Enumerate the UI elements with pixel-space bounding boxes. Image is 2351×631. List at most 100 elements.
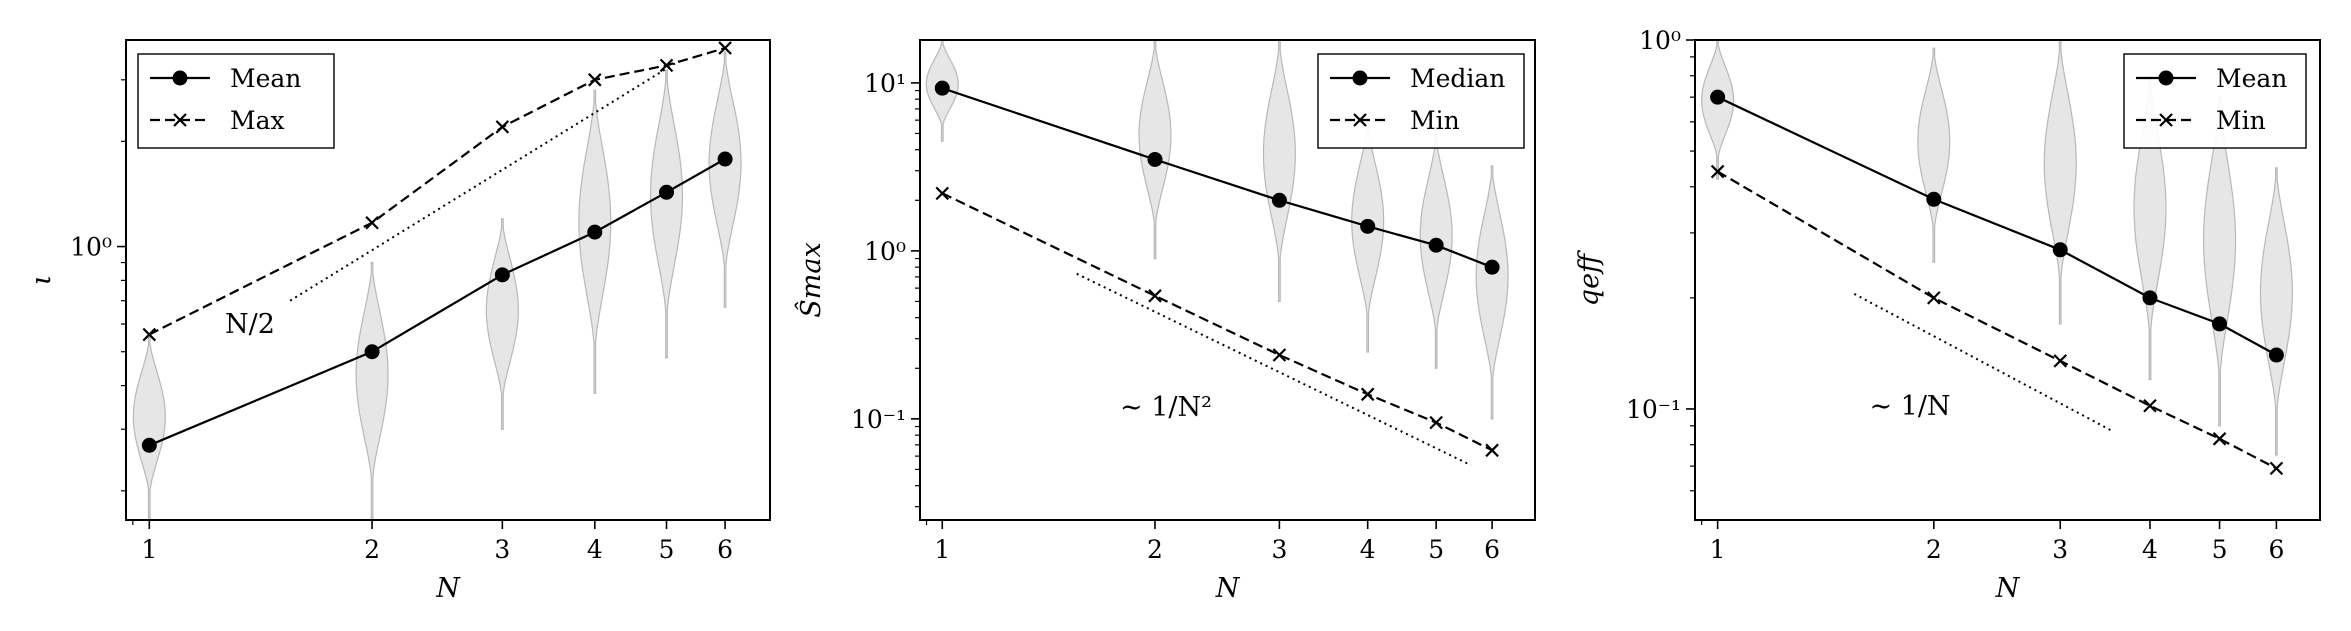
panel-1-x-marker-b (365, 215, 379, 230)
panel-1-x-marker-b (659, 58, 674, 73)
panel-2-x-tick-label-5: 5 (1428, 535, 1444, 564)
panel-3-legend-x-b (2159, 113, 2173, 127)
panel-2-violin-2 (1138, 40, 1172, 260)
panel-3-x-tick-label-1: 1 (1710, 535, 1726, 564)
panel-2-point-min-1 (935, 186, 950, 201)
panel-3-x-marker-b (1710, 164, 1725, 179)
panel-3-point-mean-5 (2212, 316, 2228, 332)
panel-1-x-marker-b (718, 41, 732, 55)
panel-2-violin-3 (1262, 40, 1296, 302)
panel-2-annotation-1: ∼ 1/N² (1120, 392, 1212, 423)
panel-2-x-marker-b (1360, 387, 1375, 402)
panel-3-legend-box (2123, 53, 2307, 149)
panel-2-x-marker-b (1429, 415, 1443, 430)
panel-3-x-marker-b (1927, 291, 1941, 305)
panel-3-x-marker-b (2053, 354, 2068, 368)
panel-1-violin-4 (578, 89, 612, 394)
panel-1-legend-marker-max (173, 113, 187, 127)
panel-2-legend-label-median: Median (1410, 64, 1505, 93)
panel-1-point-mean-1 (141, 437, 157, 453)
panel-2-y-tick-label-2: 10⁰ (864, 237, 906, 266)
panel-1-legend-label-mean: Mean (230, 64, 301, 93)
panel-1-x-tick-label-6: 6 (717, 535, 733, 564)
panel-2-point-median-1 (934, 80, 950, 96)
panel-3-annotation-1: ∼ 1/N (1869, 391, 1950, 422)
panel-1-x-tick-label-5: 5 (659, 535, 675, 564)
panel-2: 1 2 3 4 5 6 10⁻¹ 10⁰ 10¹ N Ŝmax ∼ 1/N² Median Min (793, 39, 1536, 604)
panel-2-series-median-line (941, 87, 1493, 269)
panel-1-violin-1 (132, 336, 166, 520)
panel-2-x-marker-b (935, 186, 950, 201)
panel-2-legend-box (1317, 53, 1525, 149)
panel-2-legend-x-b (1353, 113, 1367, 127)
panel-1-x-marker-b (142, 327, 157, 342)
panel-3-x-marker-b (2269, 461, 2284, 476)
panel-3-y-axis-label: qeff (1574, 250, 1605, 306)
panel-3-point-min-6 (2269, 461, 2284, 476)
panel-2-reference-line-1 (1076, 272, 1472, 467)
panel-2-x-tick-label-3: 3 (1271, 535, 1287, 564)
panel-1-point-mean-6 (717, 151, 733, 167)
panel-1-plot-area (132, 41, 742, 520)
panel-3-x-marker-b (2212, 432, 2227, 446)
panel-2-violin-6 (1475, 165, 1509, 420)
panel-1-x-tick-label-1: 1 (141, 535, 157, 564)
panel-3-violin-5 (2203, 96, 2237, 427)
panel-1-point-max-6 (718, 41, 732, 55)
panel-3-series-min-line (1717, 170, 2277, 470)
panel-1-legend-box (137, 53, 335, 149)
panel-1-point-max-3 (495, 120, 510, 134)
panel-1-point-mean-4 (587, 224, 603, 240)
panel-2-point-min-6 (1485, 443, 1499, 458)
panel-3-y-tick-label-2: 10⁰ (1639, 26, 1681, 55)
panel-1-legend-label-max: Max (230, 106, 285, 135)
panel-2-legend-marker-median (1352, 70, 1368, 86)
panel-1-reference-line-1 (289, 59, 680, 302)
panel-2-legend-marker-min (1353, 113, 1367, 127)
panel-1-legend-marker-mean (172, 70, 188, 86)
panel-3-plot-area (1701, 40, 2294, 476)
panel-2-plot-area (925, 40, 1509, 467)
panel-3-violin-2 (1917, 47, 1951, 263)
panel-3-reference-line-1 (1853, 293, 2114, 433)
panel-3-x-axis-label: N (1995, 573, 2021, 604)
panel-2-x-marker-b (1148, 289, 1162, 303)
panel-3-legend-marker-min (2159, 113, 2173, 127)
panel-1-x-marker-b (495, 120, 510, 134)
panel-2-x-axis-label: N (1215, 573, 1241, 604)
panel-2-y-axis-label: Ŝmax (793, 242, 827, 317)
panel-3-x-tick-label-5: 5 (2212, 535, 2228, 564)
panel-1-annotation-1: N/2 (225, 309, 275, 340)
panel-1-x-tick-label-3: 3 (494, 535, 510, 564)
panel-3-point-mean-1 (1710, 89, 1726, 105)
panel-2-y-tick-label-1: 10⁻¹ (851, 405, 906, 434)
panel-2-series-min-line (941, 192, 1493, 452)
panel-1-x-axis-label: N (435, 573, 461, 604)
panel-1-legend: Mean Max (137, 53, 335, 149)
panel-1-point-max-2 (365, 215, 379, 230)
panel-2-x-tick-label-2: 2 (1147, 535, 1163, 564)
panel-1-y-axis-label: ι (26, 275, 57, 286)
panel-2-y-tick-label-3: 10¹ (864, 69, 906, 98)
panel-2-point-min-5 (1429, 415, 1443, 430)
panel-3-point-min-4 (2143, 398, 2157, 413)
panel-3-violin-1 (1701, 40, 1735, 180)
panel-3-frame (1694, 39, 2321, 521)
panel-2-point-min-3 (1272, 348, 1287, 362)
panel-3-series-mean-line (1717, 96, 2277, 356)
panel-1-x-tick-label-4: 4 (587, 535, 603, 564)
panel-1-point-max-4 (588, 73, 602, 87)
panel-2-x-tick-label-1: 1 (934, 535, 950, 564)
panel-3-point-min-2 (1927, 291, 1941, 305)
panel-2-point-min-4 (1360, 387, 1375, 402)
panel-3-legend: Mean Min (2123, 53, 2307, 149)
panel-3-y-tick-label-1: 10⁻¹ (1626, 395, 1681, 424)
panel-3-point-min-1 (1710, 164, 1725, 179)
panel-3-legend-label-mean: Mean (2216, 64, 2287, 93)
panel-3-x-tick-label-6: 6 (2268, 535, 2284, 564)
panel-1-violin-3 (485, 218, 519, 430)
panel-1-point-mean-5 (659, 184, 675, 200)
panel-3-x-tick-label-4: 4 (2142, 535, 2158, 564)
panel-3-x-marker-b (2143, 398, 2157, 413)
